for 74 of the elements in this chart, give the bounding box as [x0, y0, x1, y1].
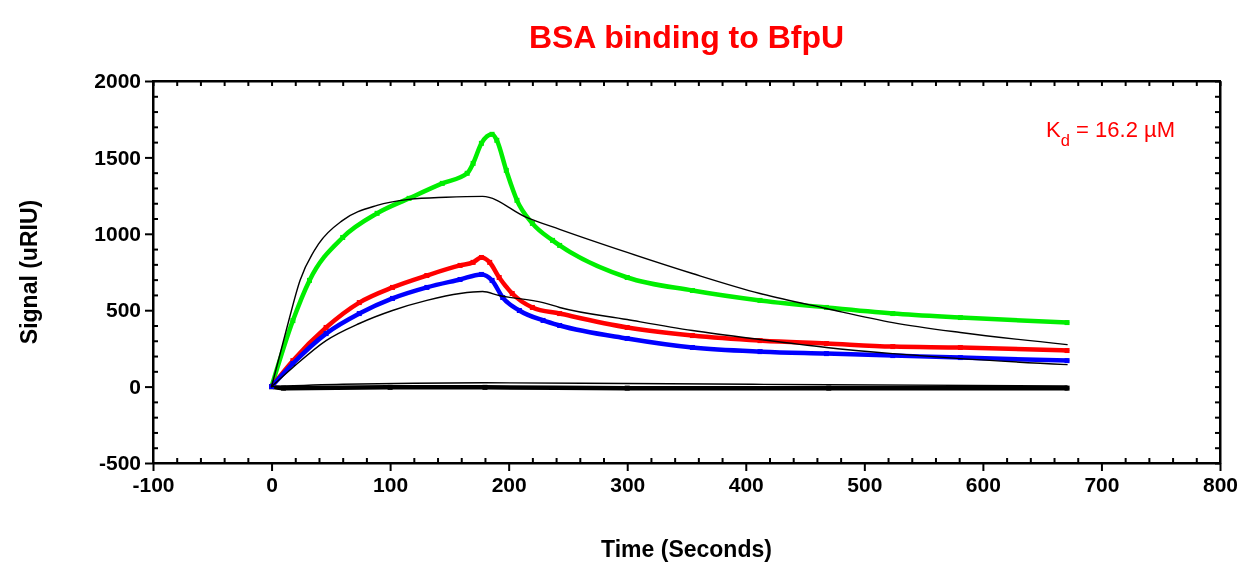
point [557, 242, 563, 248]
point [487, 259, 493, 265]
point [489, 131, 495, 137]
point [457, 262, 463, 268]
annotation: K$_{d}$ = 16.2 µM [1046, 117, 1175, 149]
point [496, 275, 502, 280]
point [424, 284, 430, 290]
point [306, 277, 312, 283]
x-tick-label: 0 [266, 472, 278, 496]
point [470, 259, 476, 265]
point [757, 297, 763, 303]
x-tick-label: 500 [847, 472, 883, 496]
point [624, 324, 630, 330]
point [757, 349, 763, 355]
x-tick-label: 800 [1202, 472, 1239, 496]
point [957, 315, 963, 321]
point [516, 308, 522, 314]
point [340, 234, 346, 240]
point [356, 311, 362, 317]
point [823, 351, 829, 357]
point [1064, 358, 1070, 364]
x-tick-label: 700 [1084, 472, 1120, 496]
point [540, 317, 546, 323]
point [290, 318, 296, 324]
x-tick-label: 600 [965, 472, 1001, 496]
point [470, 160, 476, 166]
point [439, 180, 445, 186]
point [957, 344, 963, 350]
point [1064, 320, 1070, 326]
point [890, 344, 896, 350]
point [1064, 385, 1070, 391]
point [489, 277, 495, 283]
point [323, 331, 329, 337]
point [503, 167, 509, 173]
x-tick-label: 400 [728, 472, 764, 496]
x-axis-title: Time (Seconds) [601, 536, 772, 562]
point [550, 237, 556, 243]
point [356, 300, 362, 306]
point [478, 140, 484, 146]
point [823, 341, 829, 347]
point [557, 322, 563, 328]
y-tick-label: -500 [98, 451, 141, 475]
point [529, 304, 535, 310]
point [890, 311, 896, 317]
y-tick-label: 1500 [94, 145, 141, 169]
y-axis-title: Signal (uRIU) [16, 199, 42, 345]
point [478, 254, 484, 260]
y-tick-label: 1000 [94, 222, 141, 246]
point [389, 284, 395, 290]
point [374, 210, 380, 216]
point [389, 295, 395, 301]
y-tick-label: 2000 [94, 69, 141, 93]
point [1064, 348, 1070, 354]
point [509, 291, 515, 297]
point [478, 271, 484, 277]
y-tick-label: 500 [105, 298, 141, 322]
point [457, 276, 463, 282]
point [482, 384, 488, 390]
point [529, 220, 535, 226]
point [557, 311, 563, 317]
point [514, 197, 520, 203]
y-tick-label: 0 [129, 374, 141, 398]
point [624, 335, 630, 341]
point [323, 324, 329, 330]
chart-title: BSA binding to BfpU [528, 19, 845, 55]
x-tick-label: 300 [610, 472, 646, 496]
point [624, 275, 630, 280]
x-tick-label: -100 [132, 472, 175, 496]
point [494, 137, 500, 143]
x-tick-label: 200 [491, 472, 527, 496]
point [424, 273, 430, 279]
point [689, 287, 695, 293]
x-tick-label: 100 [373, 472, 409, 496]
point [464, 170, 470, 176]
